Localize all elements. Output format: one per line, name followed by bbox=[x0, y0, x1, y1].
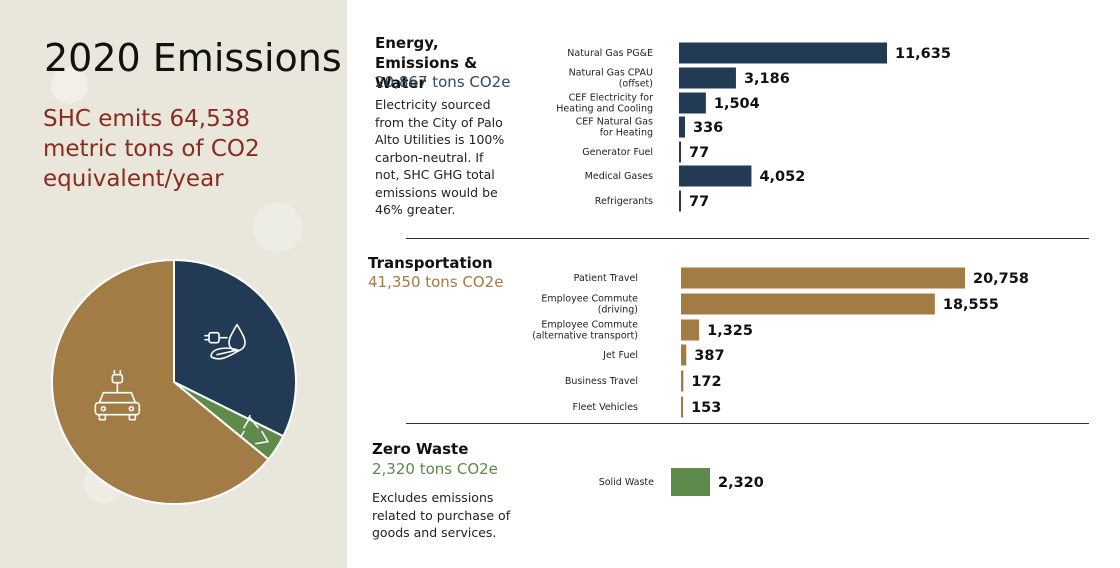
section-divider bbox=[406, 423, 1089, 424]
waste-section-title: Zero Waste bbox=[372, 440, 469, 458]
transportation-bar-value: 172 bbox=[691, 374, 721, 390]
pie-slice-energy bbox=[173, 258, 297, 438]
energy-bar-label: Refrigerants bbox=[595, 196, 653, 207]
energy-bar-value: 336 bbox=[693, 120, 723, 136]
transportation-bar-value: 18,555 bbox=[943, 297, 999, 313]
transportation-bar bbox=[681, 344, 687, 366]
energy-bar-label: Medical Gases bbox=[585, 171, 653, 182]
electric-car-icon bbox=[94, 369, 141, 421]
energy-section-note: Electricity sourced from the City of Pal… bbox=[375, 97, 505, 217]
energy-bar-value: 77 bbox=[689, 145, 709, 161]
emissions-pie-chart bbox=[51, 258, 297, 505]
transportation-bar-label: Patient Travel bbox=[574, 273, 638, 284]
energy-bar bbox=[679, 92, 706, 114]
transportation-bar bbox=[681, 267, 965, 289]
left-panel: 2020 Emissions SHC emits 64,538 metric t… bbox=[0, 0, 347, 568]
section-divider bbox=[406, 238, 1089, 239]
energy-bar-label: Generator Fuel bbox=[582, 147, 653, 158]
waste-bar-value: 2,320 bbox=[718, 475, 764, 491]
energy-bar-value: 3,186 bbox=[744, 71, 790, 87]
energy-bar-label: Natural Gas PG&E bbox=[567, 48, 653, 59]
summary-text: SHC emits 64,538 metric tons of CO2 equi… bbox=[43, 106, 260, 192]
transportation-bar-value: 153 bbox=[691, 400, 721, 416]
energy-bar bbox=[679, 190, 681, 212]
energy-bar-value: 11,635 bbox=[895, 46, 951, 62]
waste-bar bbox=[671, 468, 710, 496]
energy-bar-value: 4,052 bbox=[759, 169, 805, 185]
energy-bar bbox=[679, 165, 752, 187]
transportation-bar-value: 20,758 bbox=[973, 271, 1029, 287]
transportation-bar bbox=[681, 319, 700, 341]
energy-section-title: Energy, Emissions & Water bbox=[375, 34, 478, 92]
transportation-bar-value: 387 bbox=[694, 348, 724, 364]
energy-bar bbox=[679, 42, 887, 64]
transportation-bar-value: 1,325 bbox=[707, 323, 753, 339]
plug-water-drop-icon bbox=[204, 323, 246, 360]
transportation-bar-label: Jet Fuel bbox=[602, 350, 638, 361]
energy-bar bbox=[679, 116, 686, 138]
energy-bar-value: 77 bbox=[689, 194, 709, 210]
waste-section-note: Excludes emissions related to purchase o… bbox=[372, 490, 511, 540]
energy-bar-label: CEF Natural Gas for Heating bbox=[576, 117, 653, 139]
energy-bar bbox=[679, 67, 736, 89]
energy-bar bbox=[679, 141, 681, 163]
transportation-bar-label: Employee Commute (driving) bbox=[541, 294, 638, 316]
transportation-bar bbox=[681, 396, 684, 418]
transportation-bar-label: Business Travel bbox=[565, 376, 638, 387]
energy-section-total: 20,867 tons CO2e bbox=[375, 73, 511, 91]
pie-slice-transportation bbox=[51, 258, 270, 505]
energy-bar-value: 1,504 bbox=[714, 96, 760, 112]
transportation-section-title: Transportation bbox=[368, 254, 493, 272]
waste-section-total: 2,320 tons CO2e bbox=[372, 460, 498, 478]
page-title: 2020 Emissions bbox=[44, 36, 342, 80]
energy-bar-label: Natural Gas CPAU (offset) bbox=[569, 68, 653, 90]
transportation-bar-label: Fleet Vehicles bbox=[573, 402, 639, 413]
energy-bar-label: CEF Electricity for Heating and Cooling bbox=[556, 93, 653, 115]
transportation-bar bbox=[681, 370, 684, 392]
transportation-bar-label: Employee Commute (alternative transport) bbox=[532, 320, 638, 342]
transportation-bar bbox=[681, 293, 935, 315]
waste-bar-label: Solid Waste bbox=[599, 477, 654, 488]
transportation-section-total: 41,350 tons CO2e bbox=[368, 273, 504, 291]
